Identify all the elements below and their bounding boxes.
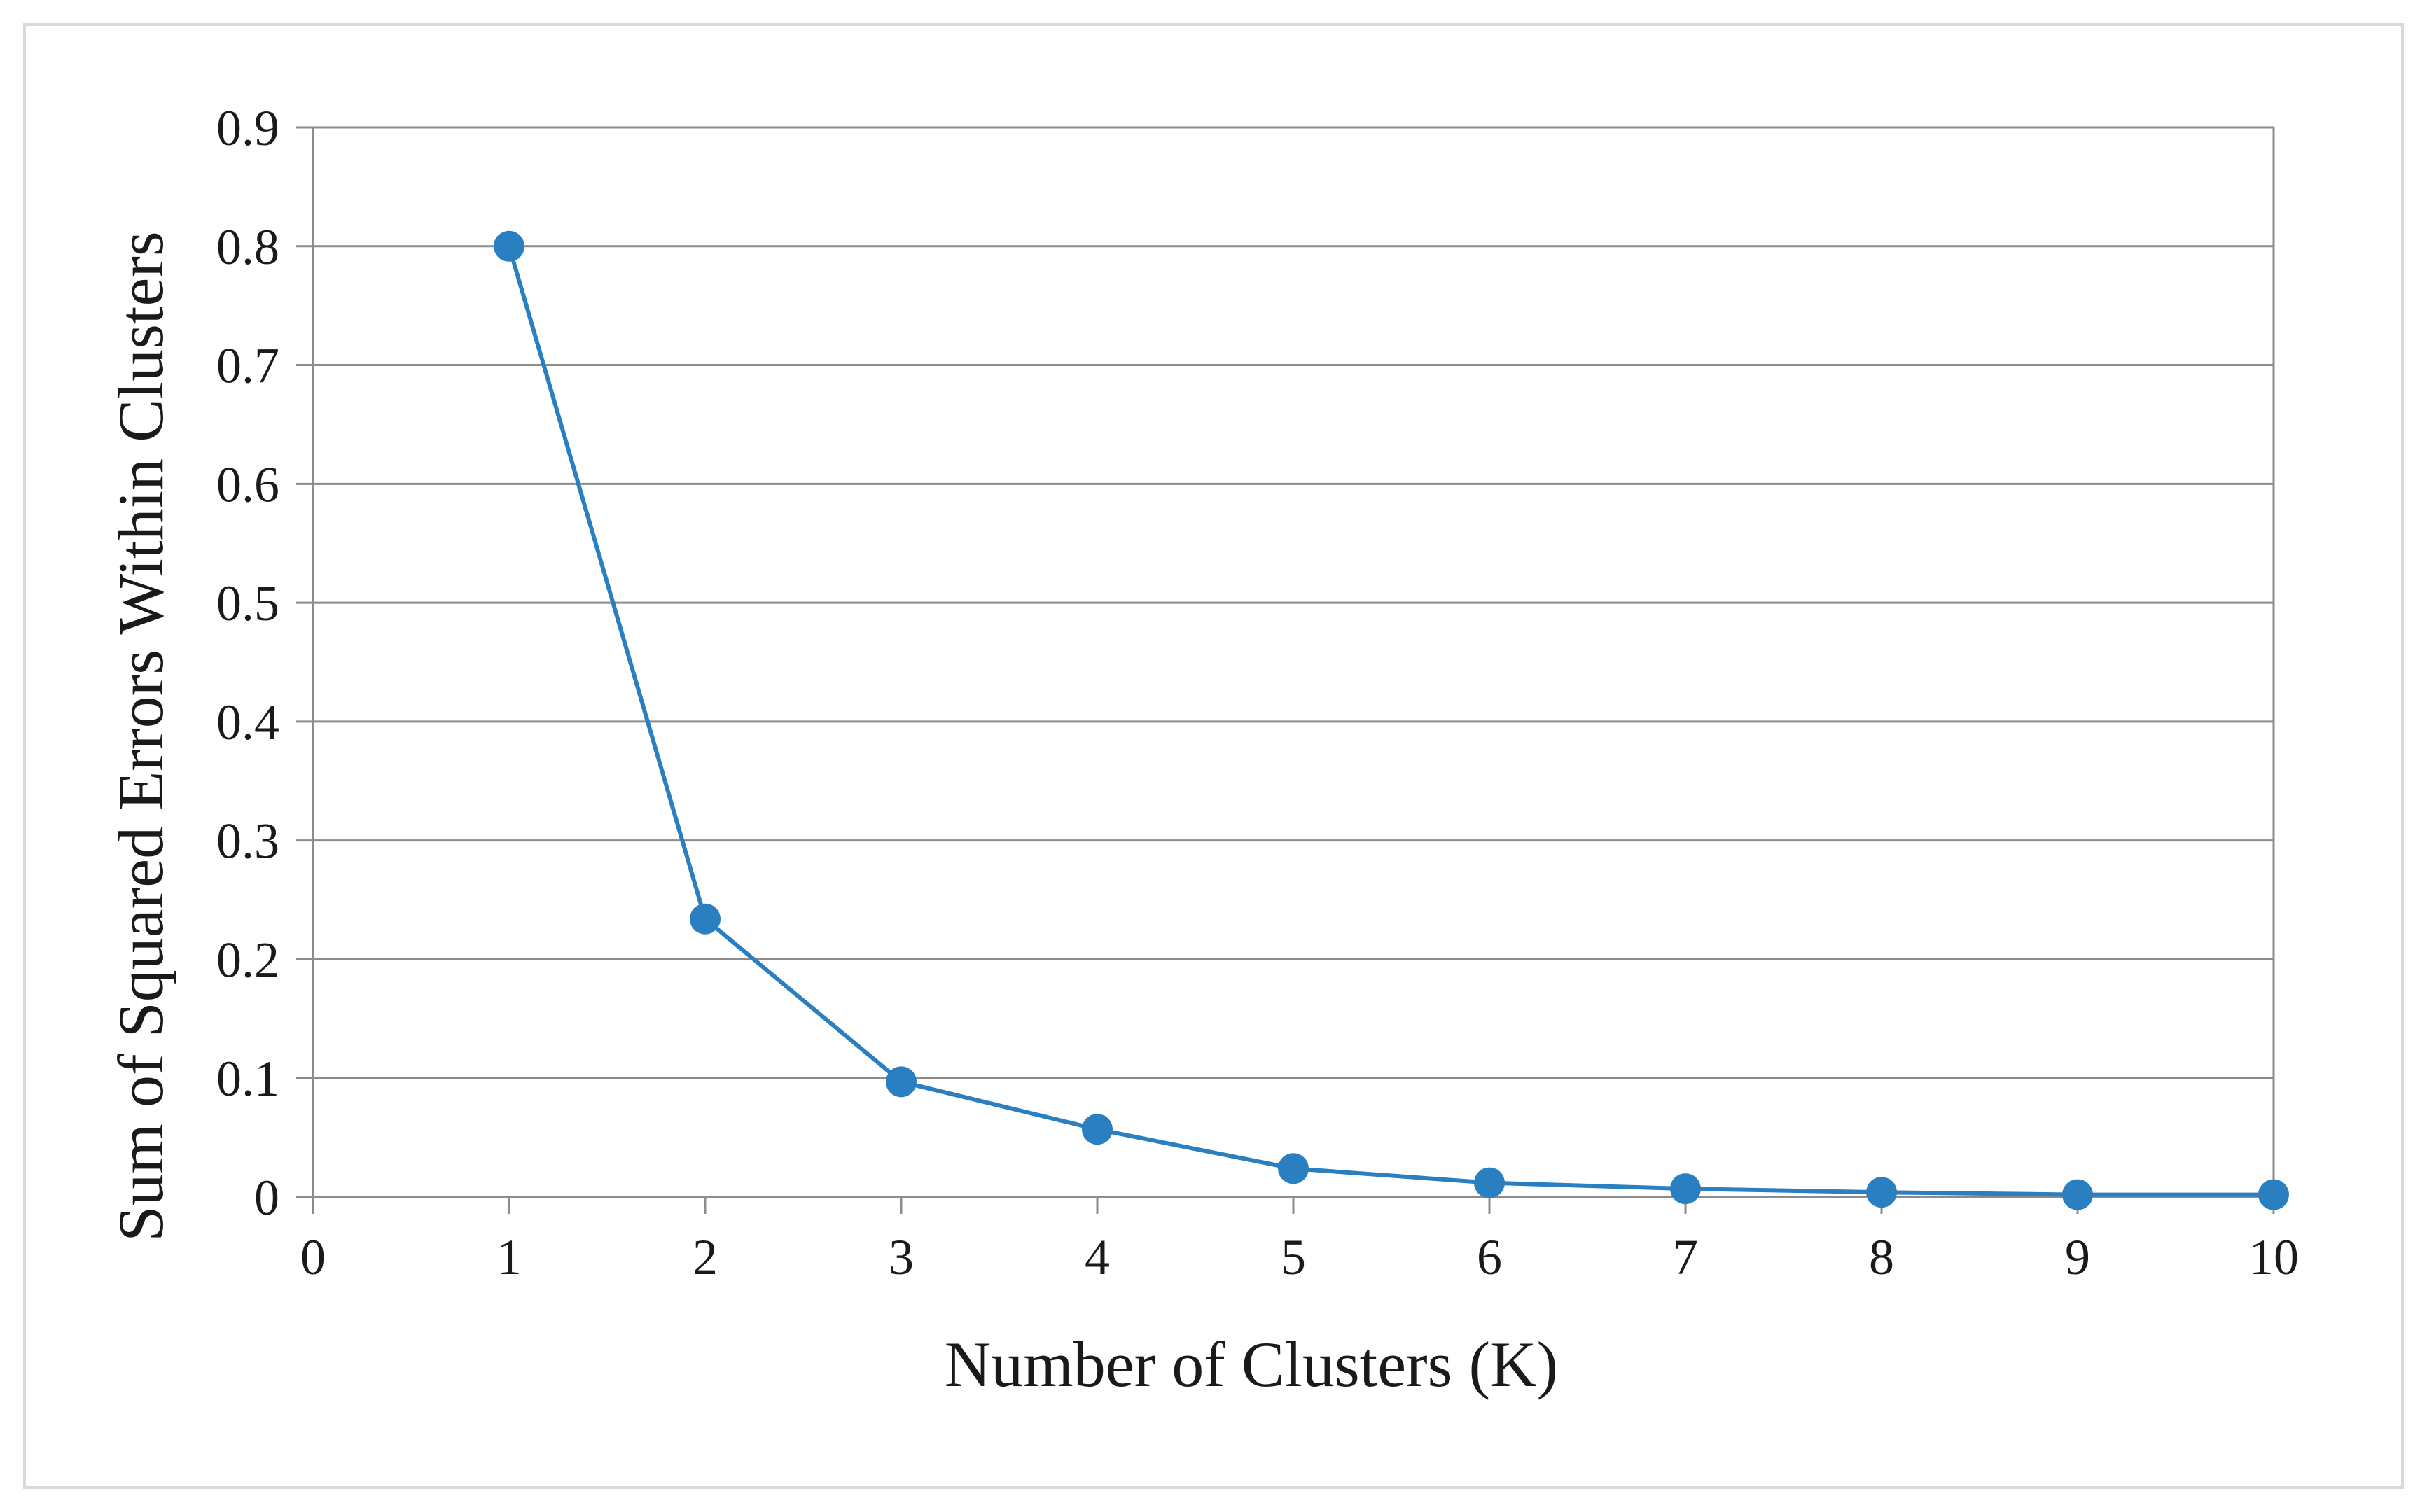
data-point	[1082, 1114, 1113, 1145]
x-axis-title: Number of Clusters (K)	[945, 1329, 1558, 1400]
data-point	[886, 1066, 917, 1098]
x-tick-label: 1	[496, 1229, 522, 1285]
y-tick-label: 0.3	[216, 813, 279, 869]
x-tick-label: 3	[889, 1229, 914, 1285]
x-tick-label: 9	[2065, 1229, 2090, 1285]
y-tick-label: 0.6	[216, 456, 279, 512]
y-tick-label: 0.1	[216, 1051, 279, 1107]
data-point	[1866, 1177, 1897, 1208]
x-tick-label: 5	[1281, 1229, 1306, 1285]
x-tick-label: 7	[1673, 1229, 1698, 1285]
y-axis-title: Sum of Squared Errors Within Clusters	[105, 231, 176, 1241]
chart-frame: 0 0.1 0.2 0.3 0.4 0.5 0.6 0.7 0.8 0.9 0 1 2 3 4 5 6 7 8 9 1…	[23, 23, 2404, 1489]
x-tick-label: 0	[300, 1229, 326, 1285]
data-point	[1670, 1173, 1701, 1205]
x-tick-label: 8	[1869, 1229, 1894, 1285]
y-tick-label: 0	[254, 1170, 279, 1226]
data-point	[2258, 1179, 2289, 1210]
y-tick-label: 0.8	[216, 219, 279, 275]
gridlines	[313, 126, 2274, 1079]
y-tick-label: 0.2	[216, 932, 279, 988]
data-point	[1278, 1153, 1309, 1184]
x-tick-label: 4	[1085, 1229, 1110, 1285]
series	[494, 230, 2289, 1210]
x-tick-label: 6	[1477, 1229, 1502, 1285]
data-point	[2062, 1179, 2093, 1210]
x-tick-label: 2	[693, 1229, 718, 1285]
data-point	[494, 230, 524, 262]
y-tick-label: 0.5	[216, 575, 279, 631]
axes	[296, 126, 2275, 1214]
y-tick-label: 0.4	[216, 694, 279, 750]
y-tick-labels: 0 0.1 0.2 0.3 0.4 0.5 0.6 0.7 0.8 0.9	[216, 100, 279, 1226]
x-tick-label: 10	[2248, 1229, 2299, 1285]
data-point	[1474, 1167, 1505, 1198]
series-line	[507, 245, 2274, 1197]
x-tick-labels: 0 1 2 3 4 5 6 7 8 9 10	[300, 1229, 2299, 1285]
data-point	[690, 903, 721, 934]
line-chart: 0 0.1 0.2 0.3 0.4 0.5 0.6 0.7 0.8 0.9 0 1 2 3 4 5 6 7 8 9 1…	[105, 100, 2299, 1400]
y-tick-label: 0.9	[216, 100, 279, 156]
y-tick-label: 0.7	[216, 338, 279, 394]
